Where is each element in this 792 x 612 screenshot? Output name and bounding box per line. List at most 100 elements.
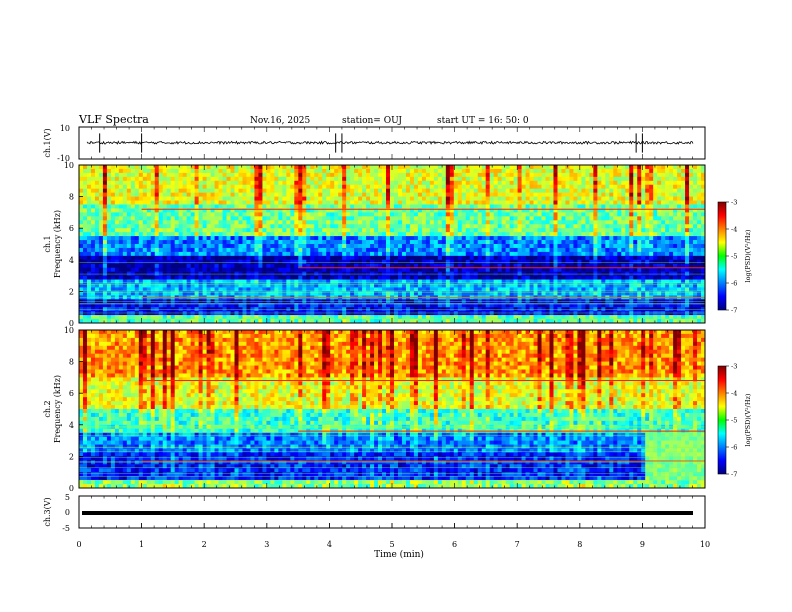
spectrogram-cell — [310, 283, 315, 288]
spectrogram-cell — [79, 216, 84, 221]
spectrogram-cell — [226, 212, 231, 217]
spectrogram-cell — [569, 184, 574, 189]
spectrogram-cell — [274, 192, 279, 197]
spectrogram-cell — [489, 180, 494, 186]
spectrogram-cell — [286, 275, 291, 280]
spectrogram-cell — [613, 263, 618, 268]
spectrogram-cell — [661, 176, 666, 182]
spectrogram-cell — [374, 283, 379, 288]
spectrogram-cell — [461, 216, 467, 221]
spectrogram-cell — [613, 208, 618, 213]
spectrogram-cell — [401, 287, 407, 292]
spectrogram-cell — [250, 176, 255, 182]
spectrogram-cell — [178, 184, 183, 189]
spectrogram-cell — [421, 287, 427, 292]
spectrogram-cell — [609, 271, 614, 276]
spectrogram-cell — [194, 263, 199, 268]
spectrogram-cell — [182, 192, 187, 197]
spectrogram-cell — [286, 220, 291, 225]
spectrogram-cell — [405, 251, 411, 257]
spectrogram-cell — [102, 212, 108, 217]
spectrogram-cell — [577, 168, 582, 174]
spectrogram-cell — [485, 236, 490, 241]
spectrogram-cell — [290, 204, 295, 209]
spectrogram-cell — [182, 275, 187, 280]
spectrogram-cell — [621, 259, 626, 265]
spectrogram-cell — [677, 240, 682, 245]
spectrogram-cell — [302, 251, 307, 257]
spectrogram-cell — [401, 263, 407, 268]
spectrogram-cell — [354, 196, 359, 201]
spectrogram-cell — [469, 244, 475, 249]
spectrogram-cell — [350, 275, 355, 280]
spectrogram-cell — [118, 232, 124, 237]
spectrogram-cell — [597, 196, 602, 201]
spectrogram-cell — [489, 192, 494, 197]
spectrogram-cell — [697, 165, 702, 170]
spectrogram-cell — [489, 196, 494, 201]
spectrogram-cell — [250, 188, 255, 193]
spectrogram-cell — [90, 275, 96, 280]
spectrogram-cell — [641, 188, 646, 193]
spectrogram-cell — [146, 220, 152, 225]
spectrogram-cell — [214, 204, 219, 209]
spectrogram-cell — [106, 240, 112, 245]
spectrogram-cell — [79, 240, 84, 245]
spectrogram-cell — [178, 236, 183, 241]
spectrogram-cell — [485, 232, 490, 237]
spectrogram-cell — [681, 176, 686, 182]
spectrogram-cell — [633, 236, 638, 241]
spectrogram-cell — [178, 216, 183, 221]
spectrogram-cell — [697, 224, 702, 229]
spectrogram-cell — [569, 220, 574, 225]
spectrogram-cell — [545, 255, 550, 261]
spectrogram-cell — [270, 216, 275, 221]
spectrogram-cell — [625, 232, 630, 237]
spectrogram-cell — [501, 208, 506, 213]
spectrogram-cell — [585, 212, 590, 217]
spectrogram-cell — [533, 176, 538, 182]
spectrogram-cell — [198, 244, 203, 249]
spectrogram-cell — [146, 263, 152, 268]
spectrogram-cell — [425, 232, 431, 237]
spectrogram-cell — [413, 200, 419, 205]
spectrogram-cell — [182, 287, 187, 292]
spectrogram-cell — [198, 271, 203, 276]
spectrogram-cell — [573, 180, 578, 186]
spectrogram-cell — [649, 184, 654, 189]
spectrogram-cell — [445, 184, 451, 189]
spectrogram-cell — [561, 196, 566, 201]
spectrogram-cell — [617, 220, 622, 225]
spectrogram-cell — [362, 287, 367, 292]
spectrogram-cell — [621, 192, 626, 197]
spectrogram-cell — [557, 267, 562, 272]
spectrogram-cell — [425, 216, 431, 221]
spectrogram-cell — [190, 196, 195, 201]
spectrogram-cell — [238, 200, 243, 205]
spectrogram-cell — [473, 259, 479, 265]
spectrogram-cell — [409, 216, 415, 221]
spectrogram-cell — [194, 200, 199, 205]
spectrogram-cell — [234, 212, 239, 217]
spectrogram-cell — [437, 192, 443, 197]
spectrogram-cell — [230, 200, 235, 205]
spectrogram-cell — [374, 196, 379, 201]
spectrogram-cell — [230, 275, 235, 280]
spectrogram-cell — [202, 287, 207, 292]
spectrogram-cell — [102, 287, 108, 292]
spectrogram-cell — [413, 216, 419, 221]
spectrogram-cell — [86, 287, 92, 292]
spectrogram-cell — [350, 212, 355, 217]
spectrogram-cell — [457, 228, 463, 233]
spectrogram-cell — [102, 228, 108, 233]
spectrogram-cell — [194, 184, 199, 189]
spectrogram-cell — [214, 196, 219, 201]
spectrogram-cell — [425, 208, 431, 213]
spectrogram-cell — [629, 240, 634, 245]
spectrogram-cell — [465, 236, 471, 241]
spectrogram-cell — [633, 172, 638, 178]
spectrogram-cell — [366, 275, 371, 280]
spectrogram-cell — [350, 255, 355, 261]
spectrogram-cell — [386, 283, 391, 288]
spectrogram-cell — [665, 220, 670, 225]
